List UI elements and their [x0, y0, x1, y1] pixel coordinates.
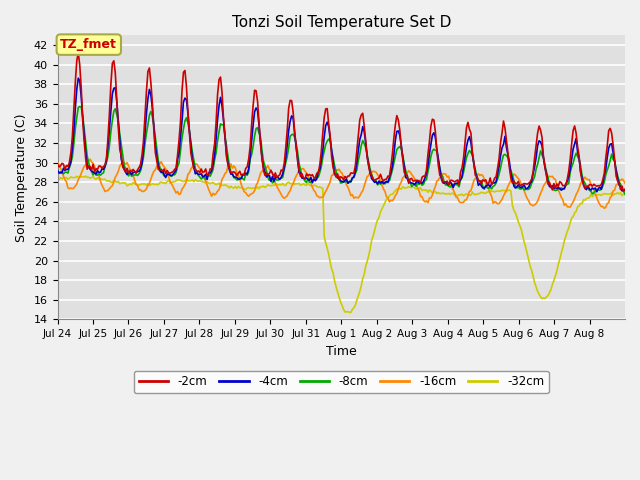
X-axis label: Time: Time — [326, 345, 356, 358]
Legend: -2cm, -4cm, -8cm, -16cm, -32cm: -2cm, -4cm, -8cm, -16cm, -32cm — [134, 371, 548, 393]
Title: Tonzi Soil Temperature Set D: Tonzi Soil Temperature Set D — [232, 15, 451, 30]
Y-axis label: Soil Temperature (C): Soil Temperature (C) — [15, 113, 28, 241]
Text: TZ_fmet: TZ_fmet — [60, 38, 117, 51]
